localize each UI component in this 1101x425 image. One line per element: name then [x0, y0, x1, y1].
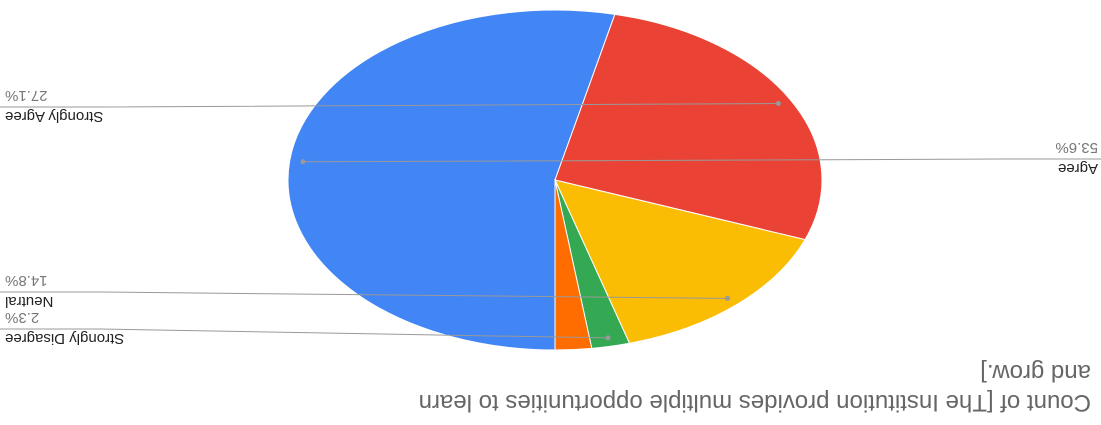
- slice-label-value: 53.6%: [1055, 139, 1098, 156]
- slice-label-value: 14.8%: [5, 272, 48, 289]
- slice-labels: Agree 53.6% Strongly Agree 27.1% Neutral 14.8…: [5, 87, 1098, 347]
- pie-slice-strongly-agree: [554, 13, 823, 241]
- leader-line: [302, 158, 1101, 163]
- slice-label-name: Strongly Agree: [5, 108, 103, 125]
- leader-dot: [724, 295, 730, 301]
- leader-line: [0, 103, 779, 108]
- pie-slice-agree: [287, 9, 616, 351]
- leader-line: [0, 291, 728, 299]
- slice-label-name: Strongly Disagree: [5, 330, 124, 347]
- pie-slice-unlabeled: [554, 179, 593, 351]
- slice-label-value: 2.3%: [5, 309, 39, 326]
- label-leaders: [0, 101, 1101, 341]
- leader-line: [0, 328, 609, 339]
- slice-label-value: 27.1%: [5, 87, 48, 104]
- slice-label-name: Agree: [1058, 160, 1098, 177]
- chart-title-line-2: and grow.]: [980, 359, 1091, 386]
- pie-slice-neutral: [554, 179, 806, 344]
- slice-label-name: Neutral: [5, 293, 53, 310]
- pie-slices: [287, 9, 823, 351]
- chart-title-line-1: Count of [The Institution provides multi…: [419, 389, 1091, 416]
